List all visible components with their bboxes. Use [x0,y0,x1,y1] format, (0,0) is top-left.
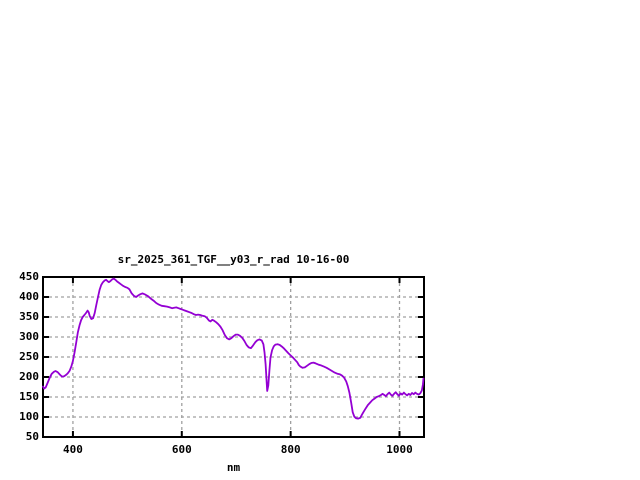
y-tick-label: 200 [19,370,39,383]
x-axis-label: nm [226,461,241,474]
chart-title: sr_2025_361_TGF__y03_r_rad 10-16-00 [117,253,350,266]
y-tick-label: 100 [19,410,39,423]
x-tick-label: 800 [280,443,301,456]
y-tick-label: 50 [25,430,39,443]
x-tick-label: 1000 [386,443,413,456]
spectrum-line [42,277,425,420]
plot-border [42,276,425,438]
y-tick-label: 350 [19,310,39,323]
y-tick-label: 450 [19,270,39,283]
x-tick-label: 600 [171,443,192,456]
y-tick-label: 150 [19,390,39,403]
y-tick-label: 250 [19,350,39,363]
y-tick-label: 400 [19,290,39,303]
x-tick-label: 400 [62,443,83,456]
y-tick-label: 300 [19,330,39,343]
